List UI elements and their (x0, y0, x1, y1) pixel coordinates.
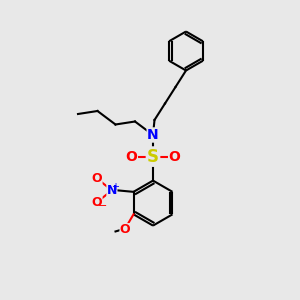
Text: −: − (98, 201, 107, 211)
Text: N: N (147, 128, 159, 142)
Text: +: + (112, 182, 119, 192)
Text: S: S (147, 148, 159, 166)
Text: O: O (92, 196, 102, 209)
Text: O: O (169, 150, 181, 164)
Text: O: O (125, 150, 137, 164)
Text: O: O (92, 172, 102, 185)
Text: N: N (107, 184, 117, 197)
Text: O: O (120, 224, 130, 236)
